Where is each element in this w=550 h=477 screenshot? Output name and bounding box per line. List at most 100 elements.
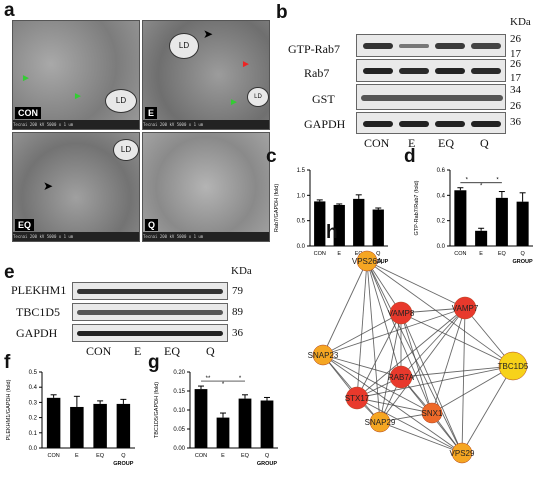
y-tick-label: 0.5 (29, 370, 38, 376)
x-tick-label: E (221, 453, 225, 459)
em-tag: CON (15, 107, 41, 119)
y-axis-label: PLEKHM1/GAPDH (fold) (6, 379, 12, 440)
significance-mark: * (239, 376, 242, 382)
y-tick-label: 0.4 (437, 193, 446, 199)
lane-label: EQ (164, 344, 180, 358)
bar-chart-d: GTP-Rab7/Rab7 (fold) 0.0 0.2 0.4 0.6 CON E EQ QG… (414, 168, 533, 265)
kda-marker: 17 (510, 48, 521, 60)
network-edge (379, 421, 463, 454)
network-edge (356, 397, 433, 414)
kda-marker: 36 (510, 116, 521, 128)
network-edge (366, 260, 402, 378)
x-tick-label: E (337, 251, 341, 257)
x-tick-label: EQ (355, 251, 364, 257)
network-node (453, 296, 477, 320)
blot-row-label: Rab7 (304, 66, 330, 80)
network-node (498, 351, 528, 381)
em-info: Tecnai 200 kV 5000 x 1 um (13, 232, 139, 241)
network-edge (356, 260, 368, 399)
panel-label-c: c (266, 146, 277, 167)
lipid-droplet: LD (169, 33, 199, 59)
blot-strip (356, 34, 506, 57)
network-edge (400, 312, 433, 414)
kda-marker: 89 (232, 306, 243, 318)
network-edge (461, 365, 514, 454)
x-axis-label: GROUP (113, 461, 134, 467)
x-tick-label: Q (520, 251, 525, 257)
band (435, 121, 465, 127)
band (77, 331, 223, 336)
kda-title: KDa (510, 16, 531, 28)
kda-marker: 36 (232, 327, 243, 339)
network-node-label: SNX1 (422, 409, 443, 418)
network-edge (366, 260, 433, 414)
network-edge (379, 307, 466, 423)
y-tick-label: 0.5 (297, 219, 306, 225)
bar (216, 417, 230, 448)
lane-label: Q (480, 136, 489, 150)
bar (116, 403, 131, 448)
band (399, 68, 429, 74)
blot-strip (72, 303, 228, 321)
bar-chart-f: PLEKHM1/GAPDH (fold) 0.0 0.1 0.2 0.3 0.4 0.5 CO… (6, 370, 135, 467)
band (435, 43, 465, 49)
x-tick-label: CON (314, 251, 326, 257)
band (363, 121, 393, 127)
y-axis-label: GTP-Rab7/Rab7 (fold) (414, 180, 420, 235)
panel-label-a: a (4, 0, 15, 21)
network-node-label: SNAP23 (308, 351, 339, 360)
blot-row-label: GAPDH (304, 117, 346, 131)
x-tick-label: E (75, 453, 79, 459)
bar (93, 403, 107, 448)
y-tick-label: 0.10 (173, 408, 185, 414)
band (77, 310, 223, 315)
lipid-droplet: LD (105, 89, 137, 113)
arrow-icon: ► (21, 73, 31, 84)
network-edge (322, 260, 368, 356)
em-tag: EQ (15, 219, 35, 231)
band (363, 43, 393, 49)
network-edge (322, 354, 433, 414)
y-tick-label: 0.20 (173, 370, 185, 376)
band (399, 121, 429, 127)
band (471, 43, 501, 49)
blot-strip (356, 112, 506, 134)
x-tick-label: EQ (498, 251, 507, 257)
network-node (345, 386, 369, 410)
network-node-label: VAMP8 (388, 309, 415, 318)
interaction-network: VPS26A SNAP23 VAMP8 VAMP7 RAB7A TBC1D5 STX17 SN… (308, 250, 529, 464)
y-axis-label: Rab7/GAPDH (fold) (274, 184, 280, 232)
band (399, 44, 429, 48)
network-node (421, 402, 443, 424)
kda-marker: 26 (510, 58, 521, 70)
panel-label-d: d (404, 146, 416, 167)
y-axis-label: TBC1D5/GAPDH (fold) (154, 382, 160, 438)
network-edge (431, 365, 514, 414)
network-edge (461, 307, 466, 454)
y-tick-label: 0.1 (29, 431, 38, 437)
network-edge (431, 307, 466, 414)
lane-label: CON (86, 344, 112, 358)
blot-row-label: GTP-Rab7 (288, 42, 340, 56)
panel-label-h: h (326, 222, 338, 243)
em-info: Tecnai 200 kV 5000 x 1 um (143, 232, 269, 241)
network-node-label: SNAP29 (365, 418, 396, 427)
network-edge (379, 312, 402, 423)
blot-row-label: TBC1D5 (16, 305, 61, 319)
network-node (356, 250, 378, 272)
bar (238, 398, 252, 448)
x-axis-label: GROUP (257, 461, 278, 467)
x-tick-label: EQ (241, 453, 250, 459)
em-info: Tecnai 200 kV 5000 x 1 um (143, 120, 269, 129)
network-node (369, 411, 391, 433)
blot-strip (356, 59, 506, 82)
network-node-label: VAMP7 (452, 304, 479, 313)
y-tick-label: 0.0 (437, 244, 446, 250)
kda-marker: 79 (232, 285, 243, 297)
em-image-e: LD LD ➤ ► ► E Tecnai 200 kV 5000 x 1 um (142, 20, 270, 130)
arrowhead-icon: ➤ (43, 179, 54, 193)
y-tick-label: 0.2 (437, 219, 446, 225)
y-tick-label: 0.0 (297, 244, 306, 250)
y-tick-label: 0.0 (29, 446, 38, 452)
blot-row-label: PLEKHM1 (11, 283, 67, 297)
